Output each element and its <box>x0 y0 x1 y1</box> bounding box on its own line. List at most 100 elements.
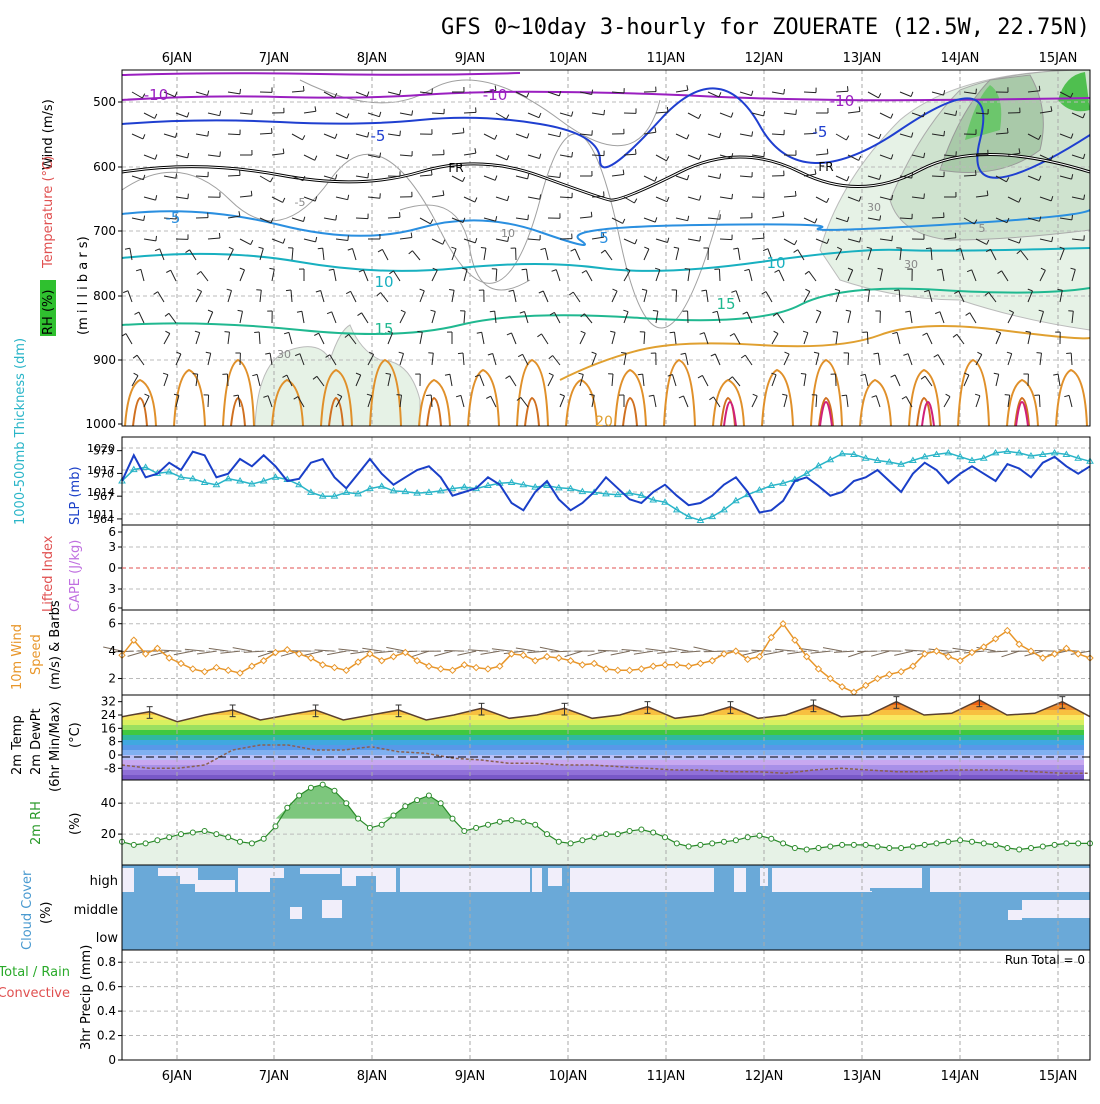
rh2m-marker <box>1064 841 1069 846</box>
wind-barb-flag <box>283 149 284 154</box>
wind-barb-flag <box>432 89 433 94</box>
date-label-bottom: 15JAN <box>1039 1069 1078 1084</box>
wind-barb <box>720 239 732 240</box>
label-precip: 3hr Precip (mm) <box>79 945 94 1050</box>
cloud-level-high: high <box>90 874 118 889</box>
cloud-gap <box>322 900 342 918</box>
wind-barb-flag <box>1039 86 1040 91</box>
temp-band <box>122 775 1084 780</box>
rh2m-marker <box>179 832 184 837</box>
wind-barb-flag <box>240 89 241 94</box>
wind-barb-flag <box>286 290 291 291</box>
cloud-gap <box>532 868 542 892</box>
label-convective: Convective <box>0 986 70 1001</box>
rh2m-marker <box>781 841 786 846</box>
rh2m-marker <box>934 841 939 846</box>
date-label-top: 10JAN <box>549 51 588 66</box>
wind-barb-flag <box>700 236 701 241</box>
rh2m-marker <box>320 782 325 787</box>
rh2m-marker <box>910 844 915 849</box>
wind-barb <box>932 176 944 177</box>
label-2m-temp: 2m Temp <box>10 715 25 775</box>
slp-tick: 1020 <box>87 442 115 455</box>
y-tick-label: -8 <box>104 761 116 775</box>
wind-barb-flag <box>254 332 259 333</box>
date-label-bottom: 12JAN <box>745 1069 784 1084</box>
wind-barb-flag <box>220 152 221 157</box>
wind-barb-flag <box>976 89 977 94</box>
wind-barb-flag <box>784 89 785 94</box>
rh2m-marker <box>804 847 809 852</box>
rh2m-marker <box>970 839 975 844</box>
contour-label: -5 <box>295 196 306 209</box>
label-speed: Speed <box>29 634 44 675</box>
wind-barb <box>848 353 849 365</box>
wind-barb-flag <box>865 290 870 291</box>
cloud-gap <box>356 868 376 876</box>
wind-barb-flag <box>219 233 220 238</box>
cloud-gap <box>342 868 356 886</box>
contour-label: FR <box>818 160 833 174</box>
wind-barb <box>464 112 476 113</box>
contour-label: -10 <box>830 92 855 110</box>
wind-barb <box>356 218 368 219</box>
wind-barb-flag <box>318 248 323 249</box>
rh2m-marker <box>261 836 266 841</box>
cloud-gap <box>930 868 1090 892</box>
date-label-bottom: 7JAN <box>259 1069 290 1084</box>
date-label-bottom: 8JAN <box>357 1069 388 1084</box>
cloud-gap <box>270 868 284 878</box>
date-label-top: 6JAN <box>162 51 193 66</box>
rh2m-marker <box>486 822 491 827</box>
wind-barb-flag <box>449 290 454 291</box>
wind-barb <box>227 374 228 386</box>
wind-barb-flag <box>458 353 463 354</box>
wind-barb <box>228 175 240 176</box>
y-tick-label: 600 <box>93 160 116 174</box>
y-tick-label: 900 <box>93 353 116 367</box>
wind10m-barb <box>1035 651 1055 652</box>
wind-barb-flag <box>685 269 690 270</box>
wind-barb-flag <box>987 191 988 196</box>
rh2m-marker <box>627 829 632 834</box>
rh2m-marker <box>450 816 455 821</box>
label-cape: CAPE (J/kg) <box>68 540 83 612</box>
rh2m-marker <box>663 835 668 840</box>
wind-barb-flag <box>193 374 198 375</box>
wind-barb-flag <box>926 248 931 249</box>
y-tick-label: 2 <box>108 672 116 686</box>
wind-barb-flag <box>833 332 838 333</box>
wind-barb <box>676 290 677 302</box>
wind-y-axis: 642 <box>108 617 122 686</box>
label-thickness: 1000-500mb Thickness (dm) <box>13 338 28 525</box>
contour-label: 10 <box>374 273 393 291</box>
precip-panel: 0.80.60.40.20 Run Total = 0 Total / Rain… <box>0 945 1090 1067</box>
rh2m-marker <box>521 819 526 824</box>
cloud-gap <box>760 868 768 886</box>
rh2m-marker <box>1029 846 1034 851</box>
cloud-level-low: low <box>96 931 119 946</box>
rh2m-marker <box>533 822 538 827</box>
temp-band <box>122 720 1084 725</box>
y-tick-label: 0 <box>108 748 116 762</box>
cloud-cover-sliver <box>870 888 896 891</box>
rh2m-marker <box>840 842 845 847</box>
y-tick-label: 6 <box>108 601 116 615</box>
wind-barb-flag <box>481 248 486 249</box>
cloud-gap <box>570 868 714 892</box>
contour-label: 10 <box>501 227 515 240</box>
wind-barb-flag <box>303 86 304 91</box>
rh2m-marker <box>167 835 172 840</box>
label-temp-units: (°C) <box>68 722 83 748</box>
date-label-top: 13JAN <box>843 51 882 66</box>
wind10m-barb <box>704 651 724 652</box>
rh2m-marker <box>733 838 738 843</box>
rh2m-marker <box>344 801 349 806</box>
wind-barb-flag <box>859 107 860 112</box>
rh2m-marker <box>1052 842 1057 847</box>
cloud-gap <box>400 868 530 892</box>
y-tick-label: 0.8 <box>97 955 116 969</box>
